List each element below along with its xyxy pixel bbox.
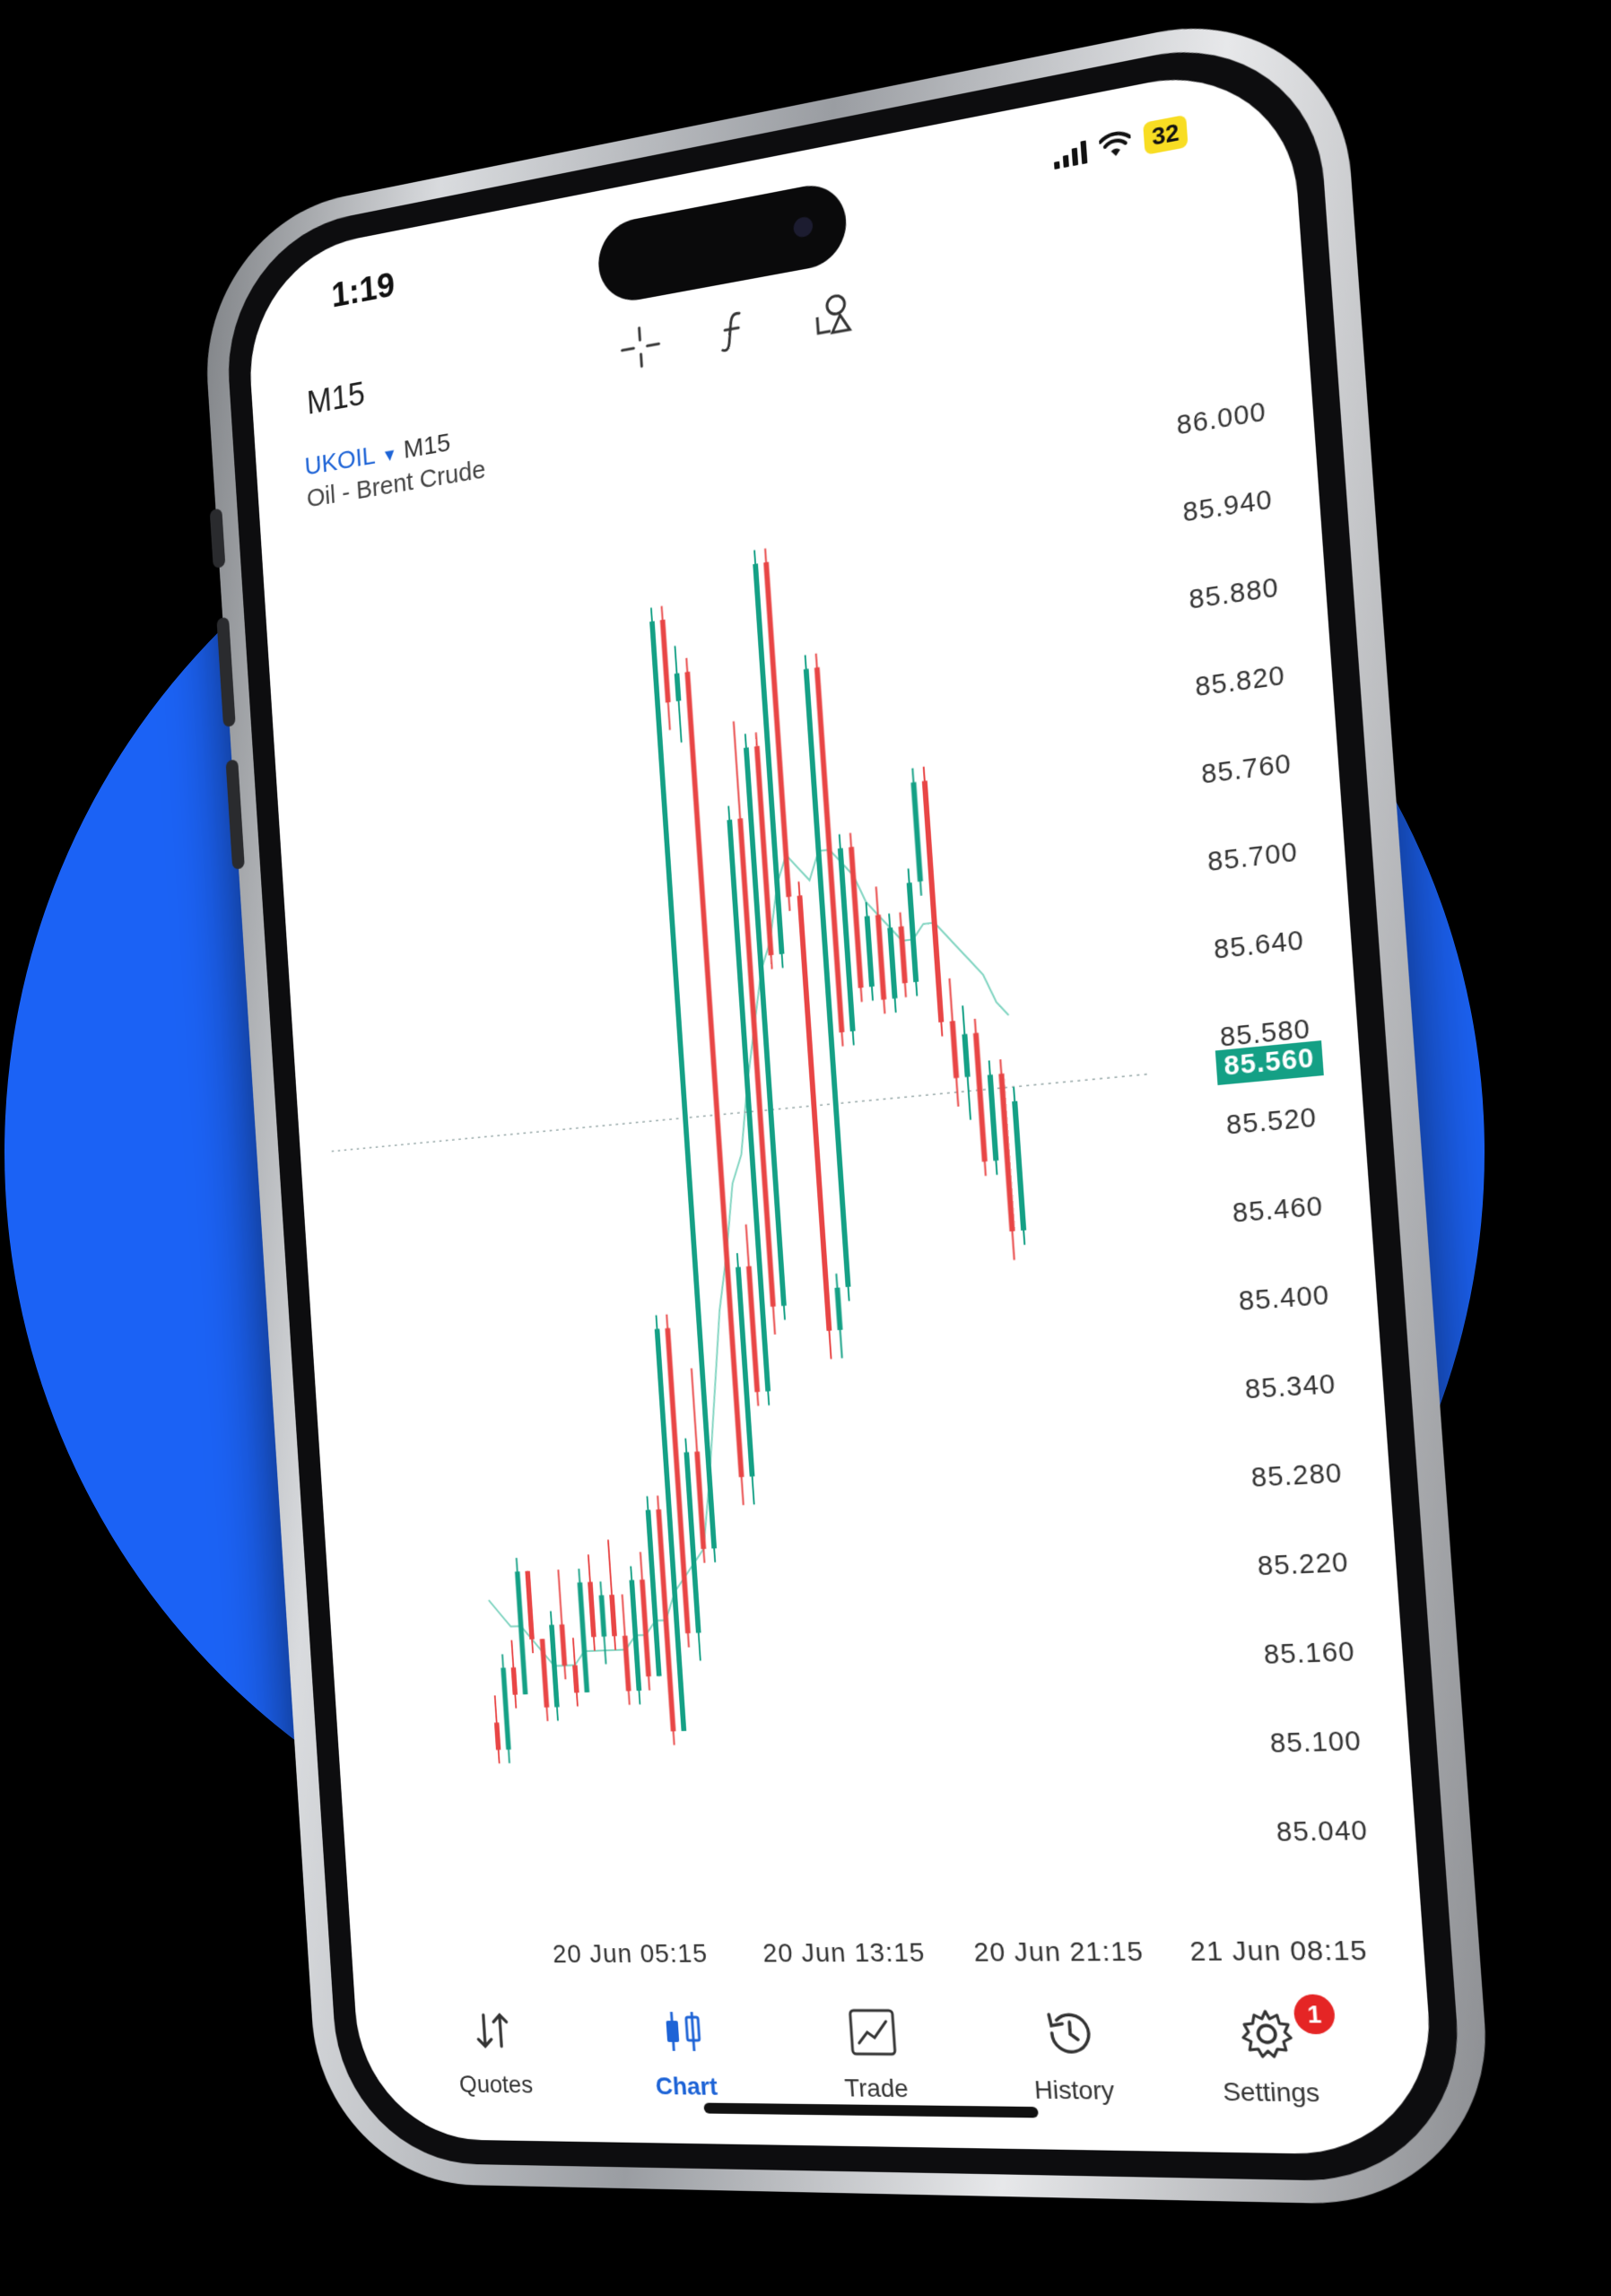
gear-icon — [1236, 2005, 1297, 2063]
status-time: 1:19 — [330, 265, 396, 316]
time-tick-label: 21 Jun 08:15 — [1189, 1935, 1369, 1968]
app-screen: 1:19 32 M15 — [242, 55, 1439, 2156]
function-icon[interactable] — [708, 301, 759, 360]
price-tick-label: 85.460 — [1231, 1191, 1325, 1230]
candlestick-chart[interactable] — [256, 280, 1422, 1936]
status-indicators: 32 — [1052, 114, 1189, 172]
timeframe-selector[interactable]: M15 — [305, 376, 367, 422]
candle — [743, 734, 788, 1320]
tab-label: Quotes — [458, 2070, 534, 2099]
price-tick-label: 85.700 — [1206, 837, 1300, 878]
bottom-tab-bar: Quotes Chart Trade — [355, 1994, 1439, 2156]
candle — [731, 721, 778, 1335]
history-icon — [1041, 2005, 1100, 2061]
price-tick-label: 85.520 — [1224, 1102, 1319, 1141]
price-tick-label: 85.160 — [1262, 1637, 1356, 1671]
candle — [753, 732, 775, 970]
price-tick-label: 85.640 — [1213, 925, 1306, 966]
trade-chart-icon — [844, 2005, 901, 2060]
tab-settings[interactable]: Settings 1 — [1171, 1994, 1369, 2109]
time-axis: 20 Jun 05:15 20 Jun 13:15 20 Jun 21:15 21 J… — [351, 1929, 1426, 1987]
time-tick-label: 20 Jun 05:15 — [552, 1938, 709, 1970]
price-tick-label: 85.940 — [1181, 484, 1274, 528]
time-tick-label: 20 Jun 21:15 — [972, 1936, 1145, 1968]
candlestick-icon — [656, 2005, 710, 2058]
tab-quotes[interactable]: Quotes — [411, 2005, 579, 2100]
tab-label: Trade — [843, 2074, 910, 2103]
battery-indicator: 32 — [1143, 114, 1189, 155]
objects-icon[interactable] — [806, 283, 858, 342]
price-tick-label: 85.280 — [1250, 1458, 1344, 1494]
wifi-icon — [1099, 128, 1132, 157]
tab-label: Settings — [1222, 2076, 1321, 2108]
time-tick-label: 20 Jun 13:15 — [762, 1937, 927, 1969]
candle — [752, 550, 785, 969]
tab-trade[interactable]: Trade — [783, 2005, 966, 2104]
arrows-updown-icon — [466, 2005, 518, 2057]
price-tick-label: 85.040 — [1275, 1815, 1370, 1848]
tab-label: Chart — [654, 2072, 718, 2100]
crosshair-icon[interactable] — [615, 318, 666, 376]
candle — [762, 548, 792, 911]
candle — [726, 805, 771, 1405]
price-tick-label: 85.340 — [1243, 1369, 1337, 1405]
cellular-signal-icon — [1053, 137, 1088, 170]
candle — [814, 653, 846, 1047]
candle — [797, 882, 834, 1360]
phone: 1:19 32 M15 — [197, 0, 1499, 2207]
camera-icon — [792, 215, 814, 239]
price-tick-label: 85.760 — [1200, 748, 1293, 790]
candle — [803, 655, 852, 1301]
price-tick-label: 85.100 — [1268, 1726, 1363, 1760]
tab-label: History — [1032, 2075, 1116, 2105]
price-tick-label: 85.400 — [1237, 1280, 1331, 1318]
price-tick-label: 86.000 — [1175, 396, 1267, 441]
price-tick-label: 85.220 — [1256, 1547, 1350, 1582]
notification-badge: 1 — [1293, 1994, 1337, 2035]
price-tick-label: 85.820 — [1194, 660, 1286, 703]
tab-history[interactable]: History — [978, 2005, 1168, 2107]
price-tick-label: 85.880 — [1188, 572, 1280, 615]
price-axis: 86.000 85.940 85.880 85.820 85.760 85.700 85.6… — [256, 280, 1422, 1936]
chart-area[interactable]: UKOIL ▼ M15 Oil - Brent Crude 86.000 85.940… — [256, 280, 1422, 1936]
candle — [837, 834, 857, 1046]
tab-chart[interactable]: Chart — [597, 2005, 773, 2101]
